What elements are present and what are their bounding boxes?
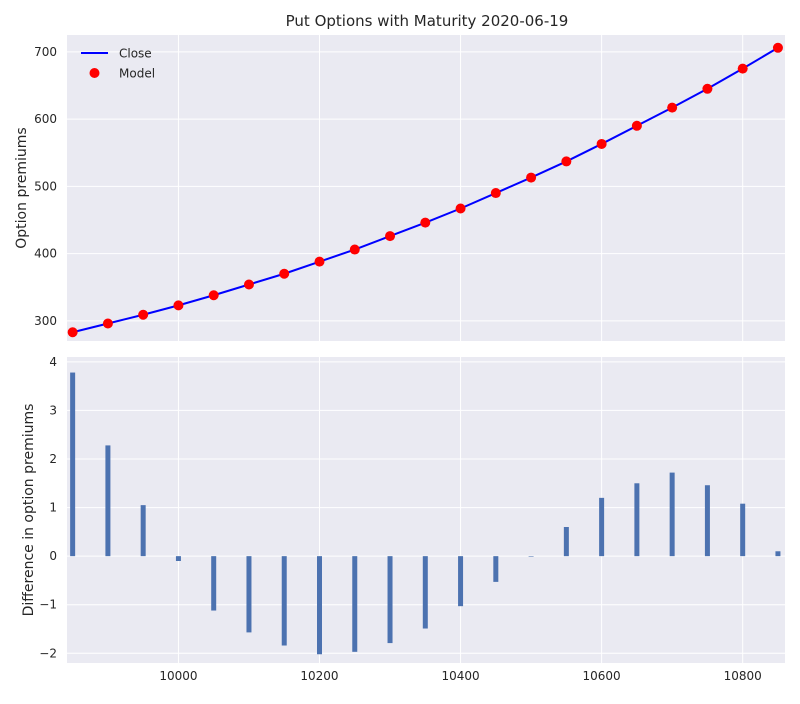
top-y-tick-label: 600	[34, 112, 57, 126]
difference-bar	[563, 527, 569, 557]
bottom-y-tick-label: 3	[49, 403, 57, 417]
model-point	[561, 156, 572, 167]
model-point	[138, 309, 149, 320]
model-point	[631, 120, 642, 131]
difference-bar	[634, 483, 640, 557]
bottom-panel: −2 −1 0 1 2 3 4 10000 10200 10400 10600 10800 Diff…	[21, 355, 785, 683]
difference-bar	[140, 505, 146, 557]
model-point	[314, 256, 325, 267]
model-point	[596, 138, 607, 149]
difference-bar	[775, 551, 781, 557]
model-point	[490, 188, 501, 199]
difference-bar	[493, 556, 499, 582]
difference-bar	[599, 497, 605, 557]
x-tick-label: 10600	[583, 669, 621, 683]
model-point	[173, 300, 184, 311]
chart-title: Put Options with Maturity 2020-06-19	[286, 12, 569, 30]
x-tick-label: 10200	[300, 669, 338, 683]
model-point	[455, 203, 466, 214]
model-point	[385, 231, 396, 242]
x-tick-label: 10400	[441, 669, 479, 683]
model-point	[102, 318, 113, 329]
difference-bar	[528, 556, 534, 557]
top-y-tick-label: 700	[34, 45, 57, 59]
difference-bar	[281, 556, 287, 646]
top-y-tick-label: 500	[34, 179, 57, 193]
legend-model-swatch	[89, 68, 100, 78]
bottom-y-axis-label: Difference in option premiums	[21, 404, 37, 617]
bottom-y-tick-label: 0	[49, 549, 57, 563]
difference-bar	[704, 485, 710, 557]
difference-bar	[740, 503, 746, 557]
legend-model-label: Model	[119, 67, 155, 81]
model-point	[243, 279, 254, 290]
model-point	[772, 42, 783, 53]
top-y-tick-label: 400	[34, 247, 57, 261]
bottom-y-tick-label: 1	[49, 501, 57, 515]
difference-bar	[105, 445, 111, 557]
model-point	[279, 268, 290, 279]
top-panel: 300 400 500 600 700 Option premiums Close Mo…	[14, 35, 785, 341]
difference-bar	[211, 556, 217, 611]
x-tick-label: 10800	[724, 669, 762, 683]
difference-bar	[422, 556, 428, 629]
difference-bar	[175, 556, 181, 561]
top-plot-area	[67, 35, 785, 341]
bottom-y-tick-label: 2	[49, 452, 57, 466]
model-point	[208, 290, 219, 301]
difference-bar	[458, 556, 464, 607]
x-tick-label: 10000	[159, 669, 197, 683]
difference-bar	[316, 556, 322, 655]
model-point	[737, 63, 748, 74]
model-point	[526, 172, 537, 183]
difference-bar	[246, 556, 252, 633]
bottom-y-tick-label: −2	[39, 646, 57, 660]
legend-close-label: Close	[119, 47, 152, 61]
top-y-tick-label: 300	[34, 314, 57, 328]
bottom-y-tick-label: −1	[39, 598, 57, 612]
difference-bar	[70, 372, 76, 557]
top-y-axis-label: Option premiums	[14, 127, 30, 248]
model-point	[67, 327, 78, 338]
difference-bar	[669, 472, 675, 557]
model-point	[420, 217, 431, 228]
difference-bar	[387, 556, 393, 644]
difference-bar	[352, 556, 358, 652]
model-point	[667, 102, 678, 113]
model-point	[702, 83, 713, 94]
bottom-y-tick-label: 4	[49, 355, 57, 369]
legend: Close Model	[81, 47, 155, 81]
model-point	[349, 244, 360, 255]
